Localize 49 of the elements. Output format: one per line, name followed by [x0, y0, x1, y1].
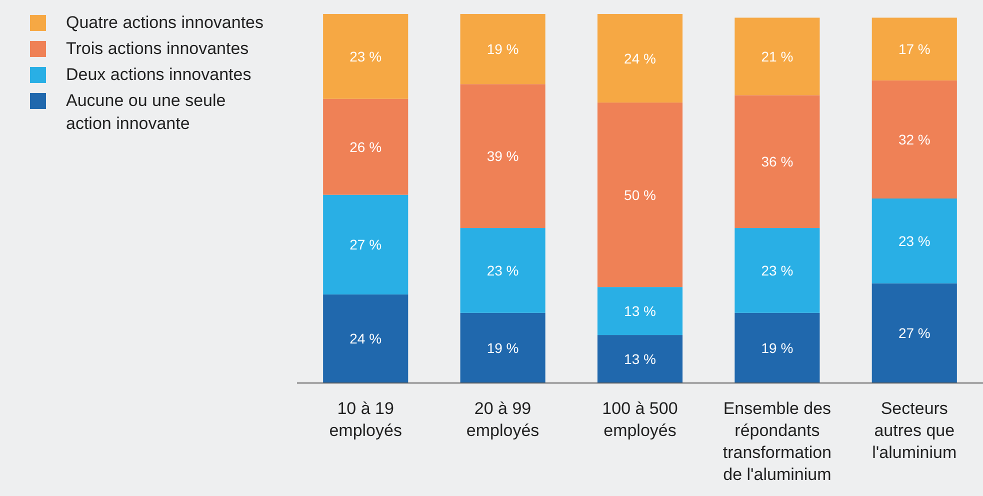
data-label: 27 % [350, 236, 382, 253]
data-label: 24 % [624, 50, 656, 66]
data-label: 27 % [898, 325, 930, 342]
bar [597, 335, 683, 383]
data-label: 24 % [350, 330, 382, 347]
bar [872, 198, 957, 284]
bar [323, 14, 408, 99]
x-tick-label: 100 à 500 employés [602, 399, 678, 440]
x-tick-label: 20 à 99 employés [466, 399, 540, 440]
bar [323, 194, 408, 294]
bar [872, 283, 957, 383]
bar [460, 312, 546, 383]
bar [734, 312, 820, 383]
legend-label: Deux actions innovantes [66, 65, 252, 84]
bar [460, 84, 546, 228]
bar [323, 294, 408, 383]
data-label: 23 % [486, 262, 519, 278]
data-label: 39 % [486, 148, 519, 164]
bar [734, 18, 820, 96]
data-label: 13 % [624, 303, 656, 320]
bar [460, 228, 546, 313]
x-tick-label: Secteurs autres que l'aluminium [872, 399, 957, 462]
bar [734, 95, 820, 228]
data-label: 21 % [761, 48, 794, 64]
data-label: 17 % [898, 41, 930, 58]
data-label: 19 % [486, 340, 519, 356]
data-label: 13 % [624, 351, 656, 368]
data-label: 23 % [761, 262, 794, 278]
data-label: 50 % [624, 186, 656, 203]
data-label: 23 % [898, 232, 930, 249]
legend-label: Trois actions innovantes [66, 39, 249, 58]
bar [597, 102, 683, 288]
bar [734, 228, 820, 313]
bar [597, 287, 683, 336]
x-tick-label: 10 à 19 employés [329, 399, 402, 440]
legend-label: Aucune ou une seule action innovante [66, 91, 226, 133]
data-label: 23 % [350, 48, 382, 64]
data-label: 26 % [350, 138, 382, 155]
bar [323, 98, 408, 195]
legend-label: Quatre actions innovantes [66, 13, 264, 32]
bar [597, 14, 683, 103]
x-tick-label: Ensemble des répondants transformation de l'aluminium [722, 399, 832, 484]
data-label: 36 % [761, 154, 794, 170]
bar [872, 80, 957, 198]
bar [460, 14, 546, 84]
data-label: 32 % [898, 131, 930, 148]
data-label: 19 % [486, 41, 519, 58]
bar [872, 18, 957, 80]
data-label: 19 % [761, 340, 794, 356]
